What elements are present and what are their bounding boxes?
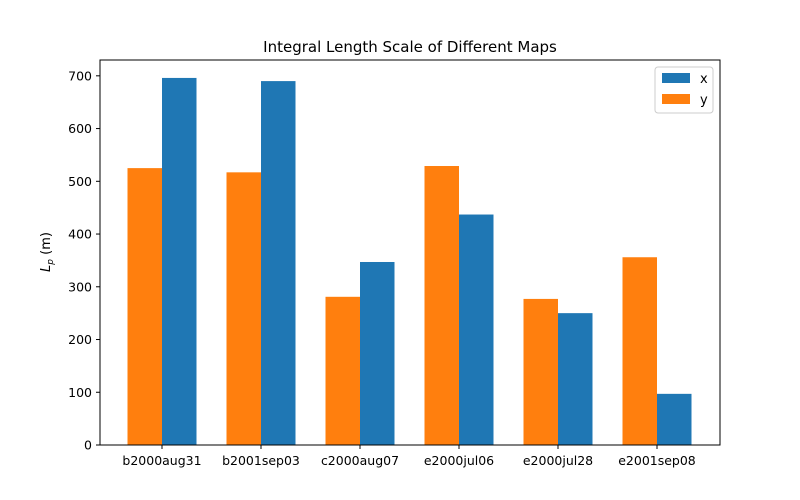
legend: xy [654,66,714,114]
bar-x-c2000aug07 [360,261,395,445]
x-tick-label-b2001sep03: b2001sep03 [222,453,300,468]
bar-x-b2000aug31 [162,77,197,445]
x-tick-label-e2001sep08: e2001sep08 [618,453,696,468]
y-tick-label-100: 100 [68,385,92,400]
bar-x-e2000jul06 [459,214,494,445]
y-axis-label-main: L [39,265,54,272]
bar-y-e2000jul28 [523,298,558,445]
legend-label-x: x [700,72,708,87]
bar-x-e2001sep08 [657,393,692,445]
y-tick-label-200: 200 [68,332,92,347]
bars-group [127,77,692,446]
plot-frame [99,59,721,446]
chart-title: Integral Length Scale of Different Maps [263,38,557,56]
y-tick-label-500: 500 [68,174,92,189]
x-tick-label-e2000jul06: e2000jul06 [424,453,494,468]
y-tick-label-400: 400 [68,227,92,242]
y-axis-label-unit: (m) [39,232,54,259]
bar-y-e2000jul06 [424,166,459,446]
x-tick-label-e2000jul28: e2000jul28 [523,453,593,468]
y-axis-label: Lp (m) [39,232,56,272]
bar-y-e2001sep08 [622,257,657,445]
bar-x-e2000jul28 [558,313,593,445]
y-axis-label-sub: p [46,259,56,266]
y-tick-label-700: 700 [68,68,92,83]
x-axis-ticks: b2000aug31 b2001sep03 c2000aug07 e2000jul06… [122,445,696,468]
bar-y-b2001sep03 [226,172,261,445]
bar-y-c2000aug07 [325,296,360,445]
legend-swatch-y [662,94,690,104]
x-tick-label-b2000aug31: b2000aug31 [122,453,201,468]
y-tick-label-0: 0 [84,438,92,453]
legend-label-y: y [700,93,708,108]
x-tick-label-c2000aug07: c2000aug07 [321,453,399,468]
y-axis-ticks: 0 100 200 300 400 500 600 700 [68,68,100,453]
bar-x-b2001sep03 [261,81,296,446]
y-tick-label-300: 300 [68,279,92,294]
legend-swatch-x [662,73,690,83]
y-tick-label-600: 600 [68,121,92,136]
bar-y-b2000aug31 [127,168,162,445]
